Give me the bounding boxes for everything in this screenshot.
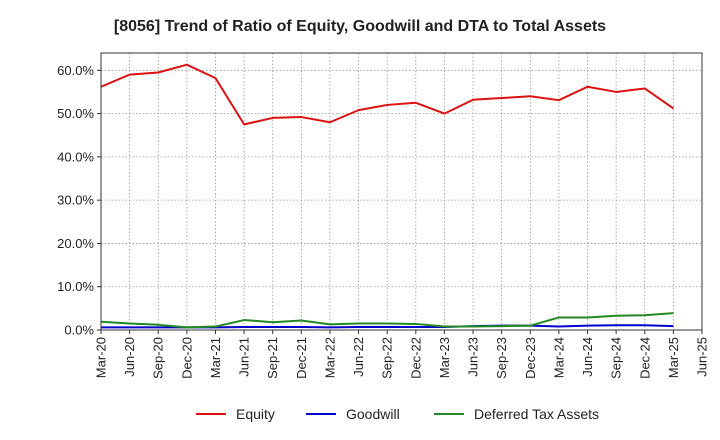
x-axis: Mar-20 Jun-20 Sep-20 Dec-20 Mar-21 Jun-21 Sep-… (94, 330, 710, 379)
x-tick-label: Sep-20 (151, 337, 166, 379)
x-tick-label: Sep-23 (494, 337, 509, 379)
x-tick-label: Dec-21 (294, 337, 309, 379)
y-tick-label: 30.0% (57, 193, 94, 208)
x-tick-label: Mar-24 (551, 337, 566, 378)
series-line-deferred-tax-assets (100, 312, 674, 329)
x-tick-label: Jun-23 (466, 337, 481, 377)
y-tick-label: 0.0% (64, 323, 94, 338)
x-tick-label: Dec-24 (637, 337, 652, 379)
series-lines (100, 63, 674, 329)
x-tick-label: Sep-24 (609, 337, 624, 379)
x-tick-label: Jun-24 (580, 337, 595, 377)
x-tick-label: Dec-22 (408, 337, 423, 379)
x-tick-label: Mar-21 (208, 337, 223, 378)
x-tick-label: Mar-22 (322, 337, 337, 378)
x-tick-label: Dec-20 (179, 337, 194, 379)
grid (100, 53, 703, 331)
y-tick-label: 20.0% (57, 236, 94, 251)
x-tick-label: Jun-22 (351, 337, 366, 377)
x-tick-label: Dec-23 (523, 337, 538, 379)
x-tick-label: Mar-25 (666, 337, 681, 378)
series-line-equity (100, 63, 674, 126)
legend-label: Goodwill (346, 406, 400, 422)
y-tick-label: 40.0% (57, 149, 94, 164)
x-tick-label: Mar-20 (94, 337, 109, 378)
legend-label: Equity (236, 406, 275, 422)
x-tick-label: Jun-21 (237, 337, 252, 377)
legend-label: Deferred Tax Assets (474, 406, 599, 422)
x-tick-label: Mar-23 (437, 337, 452, 378)
x-tick-label: Sep-22 (380, 337, 395, 379)
y-axis: 0.0% 10.0% 20.0% 30.0% 40.0% 50.0% 60.0% (57, 63, 101, 338)
legend: Equity Goodwill Deferred Tax Assets (196, 406, 599, 422)
plot-frame (100, 52, 703, 331)
y-tick-label: 50.0% (57, 106, 94, 121)
y-tick-label: 60.0% (57, 63, 94, 78)
x-tick-label: Jun-25 (695, 337, 710, 377)
chart-title: [8056] Trend of Ratio of Equity, Goodwil… (114, 18, 606, 35)
x-tick-label: Jun-20 (122, 337, 137, 377)
y-tick-label: 10.0% (57, 279, 94, 294)
x-tick-label: Sep-21 (265, 337, 280, 379)
